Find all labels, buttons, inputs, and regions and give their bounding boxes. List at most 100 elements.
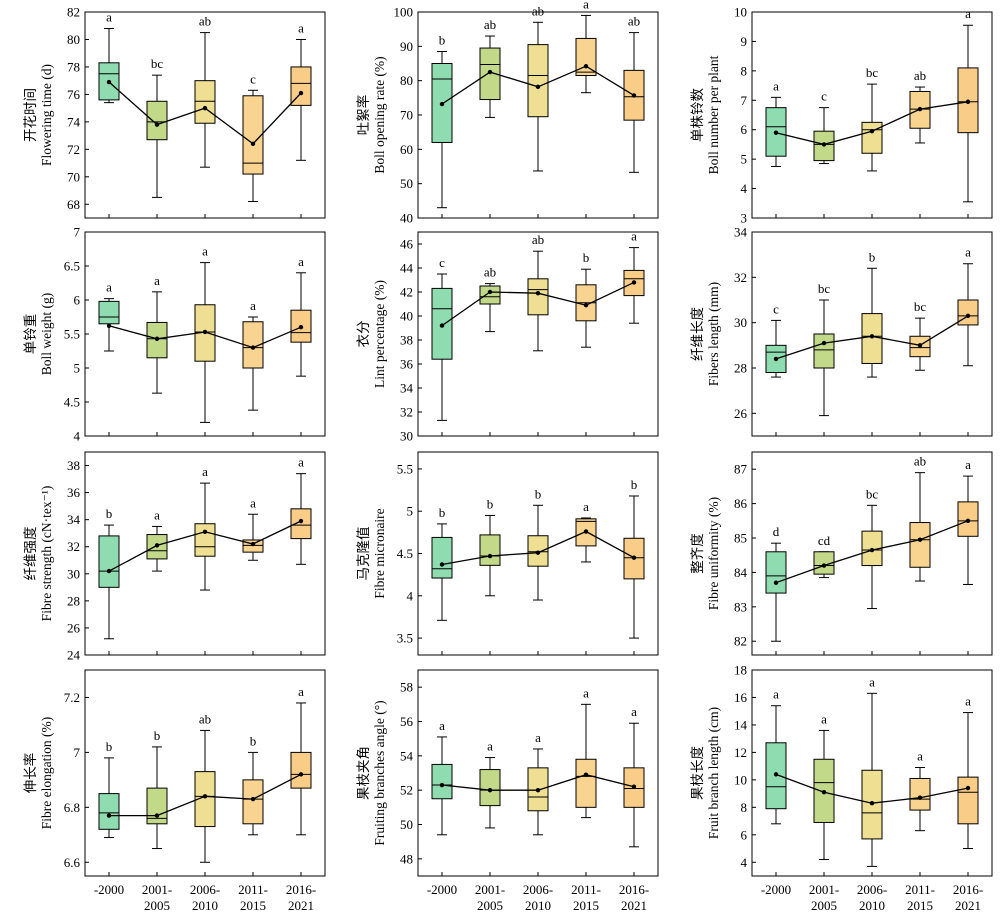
significance-letter: a — [250, 298, 256, 313]
y-tick-label: 38 — [400, 333, 413, 348]
y-tick-label: 80 — [67, 32, 80, 47]
significance-letter: a — [298, 684, 304, 699]
y-axis-label-en: Fibre strength (cN·tex⁻¹) — [39, 486, 54, 622]
panel-7: 24 26 28 30 32 34 36 38 纤维强度Fibre strength (cN·t… — [23, 451, 326, 663]
x-category-label-line: 2005 — [811, 898, 837, 913]
panel-10: 6.6 6.8 7 7.2 伸长率Fibre elongation (%) b b ab b a -… — [22, 669, 326, 913]
x-category-label-line: 2001- — [475, 882, 505, 897]
box-1: b — [98, 506, 120, 640]
mean-point — [106, 79, 112, 85]
mean-point — [535, 787, 541, 793]
y-axis-label: 单株铃数Boll number per plant — [690, 55, 721, 174]
y-axis-label-en: Boll opening rate (%) — [372, 56, 387, 173]
box-body — [194, 523, 216, 557]
box-5: a — [290, 254, 312, 377]
y-tick-label: 7.2 — [64, 690, 80, 705]
box-body — [431, 763, 453, 800]
mean-point — [583, 64, 589, 69]
mean-point — [821, 563, 827, 568]
mean-point — [821, 340, 827, 346]
box-body — [861, 313, 883, 364]
significance-letter: b — [106, 739, 113, 754]
box-1: a — [765, 78, 787, 167]
box-body — [194, 80, 216, 124]
y-axis-label-cn: 开花时间 — [23, 88, 38, 142]
mean-point — [154, 336, 160, 341]
y-tick-label: 32 — [734, 270, 747, 285]
x-category-label-line: 2021 — [288, 898, 314, 913]
x-category-label-line: 2010 — [859, 898, 885, 913]
mean-point — [535, 550, 541, 555]
panel-9: 82 83 84 85 86 87 整齐度Fibre uniformity (%) d cd bc… — [690, 451, 993, 656]
mean-point — [583, 303, 589, 308]
significance-letter: b — [250, 733, 257, 748]
box-body — [957, 299, 979, 326]
x-category-label: 2016-2021 — [953, 882, 983, 913]
significance-letter: cd — [818, 533, 831, 548]
box-body — [575, 758, 597, 808]
significance-letter: c — [821, 89, 827, 104]
significance-letter: ab — [628, 14, 640, 29]
y-tick-label: 12 — [734, 745, 747, 760]
mean-point — [250, 141, 256, 147]
box-body — [909, 777, 931, 811]
significance-letter: ab — [199, 14, 211, 29]
significance-letter: a — [298, 20, 304, 35]
y-axis-label-en: Fruiting branches angle (°) — [372, 700, 387, 845]
box-body — [527, 44, 549, 118]
y-axis-label-cn: 马克隆值 — [356, 527, 371, 581]
significance-letter: a — [154, 507, 160, 522]
y-axis-label: 衣分Lint percentage (%) — [356, 280, 387, 388]
x-category-label-line: 2015 — [573, 898, 599, 913]
y-tick-label: 7 — [74, 745, 81, 760]
significance-letter: ab — [532, 232, 544, 247]
box-5: ab — [623, 14, 645, 173]
y-tick-label: 9 — [741, 34, 748, 49]
y-tick-label: 4 — [407, 588, 414, 603]
box-2: a — [146, 507, 168, 572]
significance-letter: c — [773, 301, 779, 316]
y-tick-label: 16 — [734, 690, 748, 705]
y-axis-label: 单铃重Boll weight (g) — [23, 293, 54, 376]
mean-point — [965, 518, 971, 524]
y-tick-label: 5.5 — [64, 327, 80, 342]
box-2: cd — [813, 533, 835, 579]
box-2: a — [813, 711, 835, 861]
y-tick-label: 82 — [734, 634, 747, 649]
y-tick-label: 56 — [400, 714, 414, 729]
box-3: ab — [527, 232, 549, 352]
y-tick-label: 28 — [67, 593, 80, 608]
significance-letter: a — [965, 694, 971, 709]
y-tick-label: 4.5 — [64, 395, 80, 410]
box-body — [813, 333, 835, 369]
mean-point — [631, 93, 637, 98]
x-category-label-line: 2001- — [142, 882, 172, 897]
x-category-label-line: 2015 — [240, 898, 266, 913]
box-1: a — [431, 718, 453, 836]
y-tick-label: 3 — [741, 211, 748, 226]
significance-letter: a — [583, 499, 589, 514]
mean-point — [965, 99, 971, 104]
box-body — [290, 508, 312, 540]
significance-letter: ab — [199, 711, 211, 726]
y-tick-label: 76 — [67, 87, 81, 102]
panel-5: 30 32 34 36 38 40 42 44 46 衣分Lint percentage (%) c… — [356, 229, 659, 444]
significance-letter: b — [487, 496, 494, 511]
significance-letter: a — [106, 9, 112, 24]
box-body — [194, 771, 216, 828]
significance-letter: b — [869, 249, 876, 264]
x-category-label-line: 2016- — [286, 882, 316, 897]
significance-letter: a — [583, 685, 589, 700]
box-body — [242, 779, 264, 825]
x-category-label-line: 2011- — [905, 882, 935, 897]
mean-point — [869, 334, 875, 339]
mean-point — [202, 794, 208, 799]
significance-letter: bc — [866, 486, 879, 501]
mean-point — [917, 795, 923, 800]
box-body — [479, 769, 501, 807]
x-category-label: 2001-2005 — [142, 882, 172, 913]
significance-letter: a — [631, 229, 637, 244]
mean-point — [439, 323, 445, 328]
x-category-label-line: 2016- — [619, 882, 649, 897]
